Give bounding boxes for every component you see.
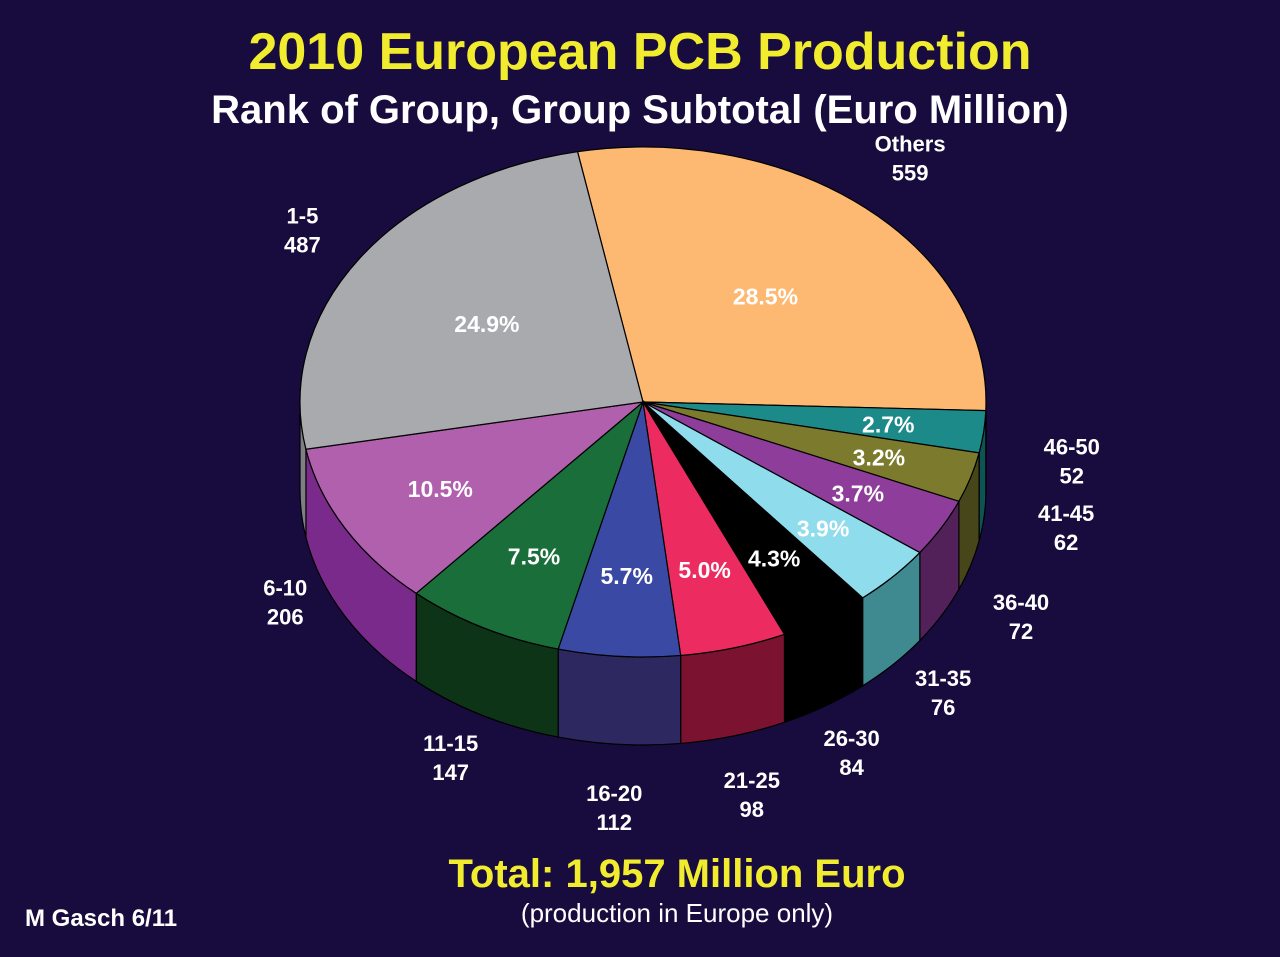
pie-percent-label: 28.5% xyxy=(733,283,798,309)
pie-percent-labels: 28.5% 2.7% 3.2% 3.7% 3.9% 4.3% 5.0% 5.7% 7.5% 10.… xyxy=(408,283,915,589)
total-note: (production in Europe only) xyxy=(520,898,834,928)
pie-percent-label: 3.9% xyxy=(797,516,849,542)
slice-label: 1-5 xyxy=(287,203,319,228)
pie-percent-label: 2.7% xyxy=(862,411,914,437)
pie-percent-label: 3.2% xyxy=(853,444,905,470)
pie-top xyxy=(299,146,987,658)
chart-title: 2010 European PCB Production xyxy=(248,23,1032,81)
pie-slice-11-15 xyxy=(415,400,645,650)
slice-label: 41-45 xyxy=(1038,501,1094,526)
author-credit: M Gasch 6/11 xyxy=(25,905,178,932)
slice-value: 76 xyxy=(931,695,955,720)
pie-percent-label: 3.7% xyxy=(832,481,884,507)
pie-percent-label: 10.5% xyxy=(408,476,473,502)
pie-percent-label: 5.7% xyxy=(600,563,652,589)
slice-label: 6-10 xyxy=(263,575,307,600)
slice-label: 31-35 xyxy=(915,666,971,691)
slice-label: 16-20 xyxy=(586,781,642,806)
slice-value: 559 xyxy=(892,160,929,185)
slice-value: 147 xyxy=(432,760,469,785)
slice-value: 62 xyxy=(1054,530,1078,555)
pie-percent-label: 4.3% xyxy=(748,546,800,572)
slice-value: 206 xyxy=(267,604,304,629)
pie-slice-6-10 xyxy=(305,401,645,595)
pie-side-16-20 xyxy=(557,648,682,746)
slice-value: 112 xyxy=(596,810,632,835)
slice-value: 84 xyxy=(839,755,864,780)
slice-value: 98 xyxy=(740,797,764,822)
pie-percent-label: 7.5% xyxy=(508,543,560,569)
slice-label: Others xyxy=(875,131,946,156)
slice-label: 36-40 xyxy=(993,590,1049,615)
pie-percent-label: 5.0% xyxy=(678,557,730,583)
slice-label: 26-30 xyxy=(823,726,879,751)
slice-label: 11-15 xyxy=(423,731,478,756)
slice-value: 487 xyxy=(284,232,321,257)
pie-outer-labels: Others 559 46-50 52 41-45 62 36-40 72 31-35 76 26-… xyxy=(263,131,1100,835)
chart-subtitle: Rank of Group, Group Subtotal (Euro Mill… xyxy=(211,88,1069,132)
slice-value: 72 xyxy=(1009,619,1033,644)
slice-label: 21-25 xyxy=(724,768,780,793)
slice-value: 52 xyxy=(1060,464,1084,489)
pie-slice-Others xyxy=(576,146,987,412)
pie-slice-1-5 xyxy=(299,151,644,450)
total-label: Total: 1,957 Million Euro xyxy=(448,852,906,896)
pie-percent-label: 24.9% xyxy=(454,311,519,337)
slice-label: 46-50 xyxy=(1044,435,1100,460)
